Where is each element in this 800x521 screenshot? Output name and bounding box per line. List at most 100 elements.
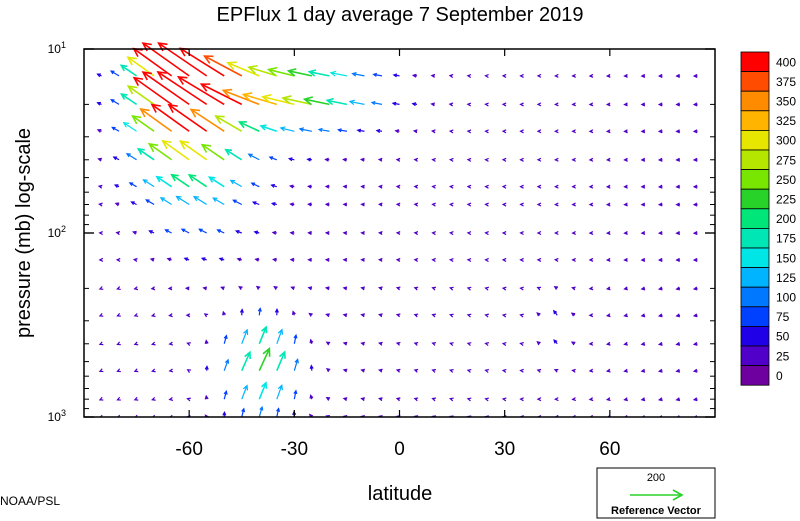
flux-vector-shaft <box>258 382 267 400</box>
flux-vector <box>216 229 225 234</box>
flux-vector-head <box>466 231 472 236</box>
flux-vector-head <box>554 73 559 78</box>
flux-vector-head <box>657 129 663 134</box>
flux-vector-head <box>125 153 131 158</box>
flux-vector-head <box>413 231 419 236</box>
flux-vector <box>657 313 663 318</box>
flux-vector-head <box>342 184 348 189</box>
flux-vector-head <box>413 313 419 318</box>
flux-vector <box>168 397 174 402</box>
flux-vector <box>307 230 312 236</box>
flux-vector <box>266 66 295 77</box>
flux-vector <box>222 310 227 316</box>
flux-vector-head <box>378 286 383 291</box>
flux-vector <box>168 313 173 318</box>
flux-vector <box>324 230 330 236</box>
flux-vector <box>657 202 663 207</box>
flux-vector <box>372 72 383 77</box>
flux-vector-head <box>96 73 101 78</box>
flux-vector-head <box>571 397 577 402</box>
flux-vector <box>484 368 489 373</box>
flux-vector-head <box>588 184 594 189</box>
flux-vector <box>360 230 365 236</box>
flux-vector <box>588 368 594 373</box>
y-axis-ticks: 101 102 103 <box>48 40 715 424</box>
flux-vector-head <box>623 368 628 373</box>
flux-vector <box>96 73 102 78</box>
flux-vector-head <box>198 228 203 233</box>
flux-vector <box>324 202 330 207</box>
flux-vector-head <box>176 76 188 85</box>
flux-vector-head <box>186 369 192 373</box>
flux-vector <box>605 397 611 402</box>
flux-vector <box>536 102 542 107</box>
flux-vector-head <box>413 202 419 207</box>
flux-vector <box>448 129 454 134</box>
flux-vector-head <box>413 184 419 189</box>
flux-vector-head <box>167 103 178 114</box>
flux-vector-head <box>588 202 594 207</box>
flux-vector-head <box>519 397 524 402</box>
flux-vector-head <box>501 286 507 291</box>
flux-vector-head <box>377 157 383 162</box>
colorbar-swatch <box>740 365 770 386</box>
flux-vector-head <box>133 368 139 373</box>
flux-vector <box>114 202 120 207</box>
flux-vector-shaft <box>251 182 260 188</box>
flux-vector <box>588 230 594 236</box>
flux-vector-head <box>309 364 314 370</box>
flux-vector-head <box>657 184 663 189</box>
flux-vector-head <box>128 182 134 187</box>
flux-vector <box>133 341 139 346</box>
flux-vector-head <box>675 397 681 402</box>
flux-vector-head <box>131 114 142 125</box>
flux-vector <box>466 257 472 263</box>
flux-vector <box>112 156 120 161</box>
flux-vector-head <box>276 407 281 412</box>
flux-vector-shaft <box>132 115 155 132</box>
flux-vector-head <box>413 257 419 262</box>
flux-vector <box>309 394 314 400</box>
flux-vector <box>395 341 401 346</box>
flux-vector-head <box>675 313 681 318</box>
flux-vector-head <box>167 286 173 291</box>
flux-vector-head <box>266 66 278 76</box>
flux-vector <box>536 286 542 291</box>
colorbar-swatch <box>740 169 770 190</box>
flux-vector <box>692 257 698 262</box>
flux-vector <box>116 286 121 291</box>
flux-vector <box>167 286 173 291</box>
flux-vector <box>274 308 279 316</box>
flux-vector <box>276 328 284 344</box>
flux-vector-head <box>623 286 628 291</box>
flux-vector-head <box>307 230 312 236</box>
flux-vector-head <box>395 230 401 236</box>
flux-vector <box>351 71 365 77</box>
flux-vector <box>116 396 121 401</box>
flux-vector <box>431 397 437 402</box>
flux-vector-shaft <box>293 390 297 400</box>
flux-vector <box>395 313 401 318</box>
flux-vector <box>431 286 437 291</box>
flux-vector-shaft <box>201 144 225 161</box>
flux-vector-head <box>623 157 628 162</box>
flux-vector <box>554 73 559 78</box>
flux-vector-head <box>692 202 698 207</box>
flux-vector <box>413 341 419 346</box>
flux-vector-head <box>329 70 337 77</box>
flux-vector <box>431 313 437 318</box>
flux-vector-head <box>324 157 329 162</box>
flux-vector-head <box>98 312 104 317</box>
flux-vector <box>204 365 209 371</box>
flux-vector <box>448 202 454 207</box>
flux-vector <box>623 397 628 402</box>
flux-vector <box>430 102 436 107</box>
flux-vector <box>360 184 365 189</box>
flux-vector-head <box>640 341 646 346</box>
y-tick-label: 101 <box>48 40 66 56</box>
flux-vector <box>692 129 698 134</box>
flux-vector-head <box>289 230 295 235</box>
flux-vector <box>149 257 155 262</box>
flux-vector <box>536 230 542 236</box>
